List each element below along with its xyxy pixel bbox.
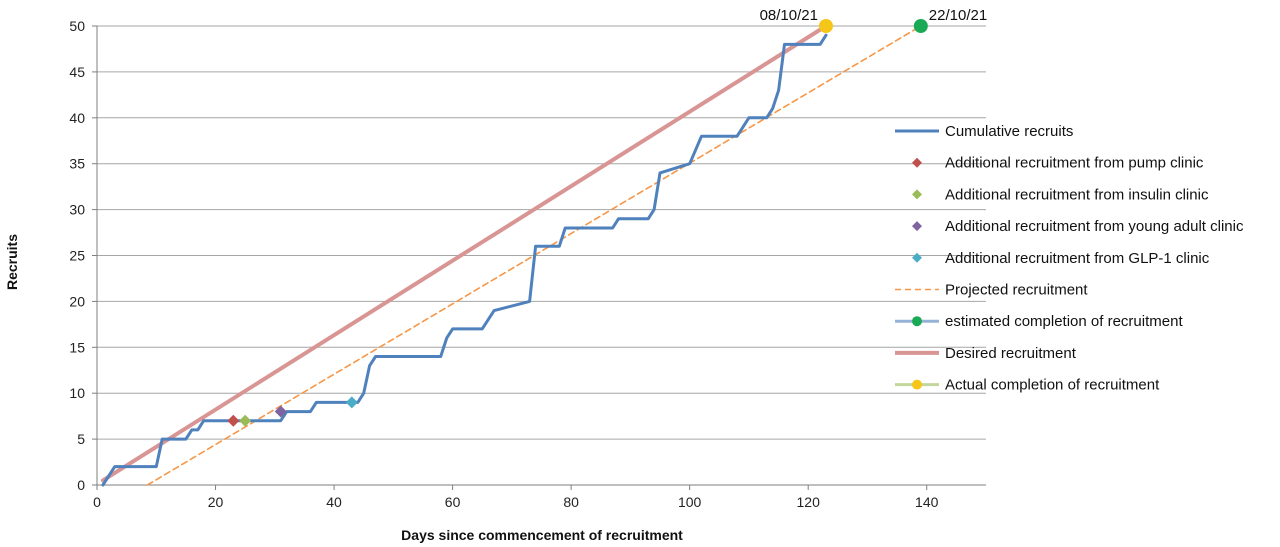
legend-swatch bbox=[912, 252, 922, 263]
legend-label: Additional recruitment from GLP-1 clinic bbox=[945, 250, 1210, 267]
series-0-line bbox=[101, 33, 828, 487]
y-tick-label: 40 bbox=[69, 110, 85, 126]
x-tick-label: 60 bbox=[445, 494, 461, 510]
legend-label: Additional recruitment from young adult … bbox=[945, 218, 1244, 235]
series-8-point bbox=[818, 19, 833, 33]
legend-swatch bbox=[912, 157, 922, 168]
legend-label: Additional recruitment from pump clinic bbox=[945, 155, 1204, 172]
x-axis-title: Days since commencement of recruitment bbox=[401, 527, 683, 543]
gridlines bbox=[97, 25, 986, 440]
x-tick-label: 0 bbox=[93, 494, 101, 510]
legend-item: estimated completion of recruitment bbox=[895, 313, 1183, 330]
legend-swatch bbox=[912, 221, 922, 232]
series-7-line bbox=[100, 24, 828, 483]
legend-item: Additional recruitment from pump clinic bbox=[912, 155, 1204, 172]
y-tick-label: 30 bbox=[69, 202, 85, 218]
axes: 0 5 10 15 20 25 30 35 40 45 50 0 20 40 60 80 100 120 140 bbox=[69, 18, 986, 510]
x-tick-label: 140 bbox=[915, 494, 939, 510]
legend-item: Desired recruitment bbox=[895, 345, 1077, 362]
series-3-point bbox=[274, 405, 287, 418]
series-2-point bbox=[239, 414, 252, 427]
y-tick-label: 35 bbox=[69, 156, 85, 172]
legend-label: estimated completion of recruitment bbox=[945, 313, 1183, 330]
y-tick-label: 0 bbox=[77, 477, 85, 493]
y-tick-label: 5 bbox=[77, 431, 85, 447]
y-tick-label: 10 bbox=[69, 385, 85, 401]
legend-swatch bbox=[912, 189, 922, 200]
series-4-point bbox=[345, 396, 358, 409]
x-tick-label: 100 bbox=[678, 494, 702, 510]
series bbox=[100, 19, 928, 487]
y-tick-label: 15 bbox=[69, 339, 85, 355]
legend-label: Desired recruitment bbox=[945, 345, 1077, 362]
x-tick-label: 20 bbox=[208, 494, 224, 510]
series-6-point bbox=[913, 19, 928, 33]
y-axis-title: Recruits bbox=[4, 234, 20, 290]
legend-label: Actual completion of recruitment bbox=[945, 377, 1160, 394]
x-tick-label: 80 bbox=[563, 494, 579, 510]
legend-item: Actual completion of recruitment bbox=[895, 377, 1160, 394]
legend-item: Cumulative recruits bbox=[895, 123, 1073, 140]
y-tick-label: 45 bbox=[69, 64, 85, 80]
legend-item: Additional recruitment from GLP-1 clinic bbox=[912, 250, 1210, 267]
x-tick-label: 120 bbox=[797, 494, 821, 510]
annotation-label: 22/10/21 bbox=[929, 7, 987, 24]
legend-item: Projected recruitment bbox=[895, 282, 1088, 299]
legend-label: Additional recruitment from insulin clin… bbox=[945, 186, 1209, 203]
annotations: 08/10/21 22/10/21 bbox=[760, 7, 988, 24]
legend-item: Additional recruitment from young adult … bbox=[912, 218, 1244, 235]
legend: Cumulative recruits Additional recruitmen… bbox=[895, 123, 1244, 394]
series-1-point bbox=[227, 414, 240, 427]
annotation-label: 08/10/21 bbox=[760, 7, 818, 24]
x-tick-label: 40 bbox=[326, 494, 342, 510]
legend-label: Cumulative recruits bbox=[945, 123, 1073, 140]
legend-item: Additional recruitment from insulin clin… bbox=[912, 186, 1209, 203]
y-tick-label: 50 bbox=[69, 18, 85, 34]
y-tick-label: 20 bbox=[69, 293, 85, 309]
legend-swatch bbox=[912, 316, 922, 327]
y-tick-label: 25 bbox=[69, 248, 85, 264]
legend-swatch bbox=[912, 379, 922, 390]
legend-label: Projected recruitment bbox=[945, 282, 1088, 299]
